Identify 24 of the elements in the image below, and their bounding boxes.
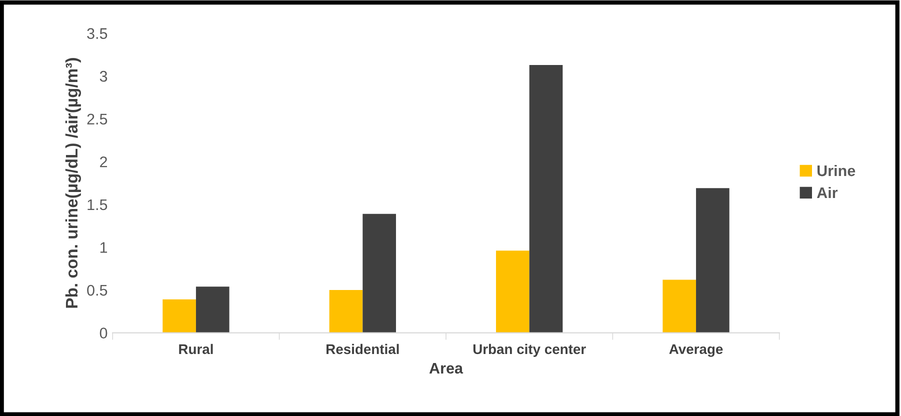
legend-label: Air [816, 186, 838, 198]
bar [662, 280, 696, 333]
legend-label: Urine [818, 164, 856, 176]
bar [529, 64, 563, 333]
y-tick-label: 0 [100, 328, 108, 338]
y-tick-label: 1.5 [88, 199, 108, 210]
x-tick-label: Residential [326, 344, 399, 354]
bar [496, 250, 530, 333]
x-tick-label: Urban city center [473, 344, 586, 357]
bar [196, 286, 230, 333]
bar [162, 299, 196, 333]
bar [362, 214, 396, 333]
x-tick-label: Average [669, 344, 723, 357]
bar [329, 290, 363, 333]
y-tick-label: 1 [100, 242, 108, 253]
x-axis-title: Area [429, 362, 464, 374]
y-tick-label: 0.5 [87, 284, 108, 296]
y-axis-title: Pb. con. urine(µg/dL) /air(µg/m³) [65, 58, 81, 308]
y-tick-label: 3 [100, 70, 108, 82]
y-tick-label: 2.5 [87, 114, 108, 125]
x-tick-label: Rural [179, 344, 213, 354]
y-tick-label: 2 [100, 156, 107, 168]
y-tick-label: 3.5 [87, 28, 108, 39]
bar [696, 188, 730, 333]
